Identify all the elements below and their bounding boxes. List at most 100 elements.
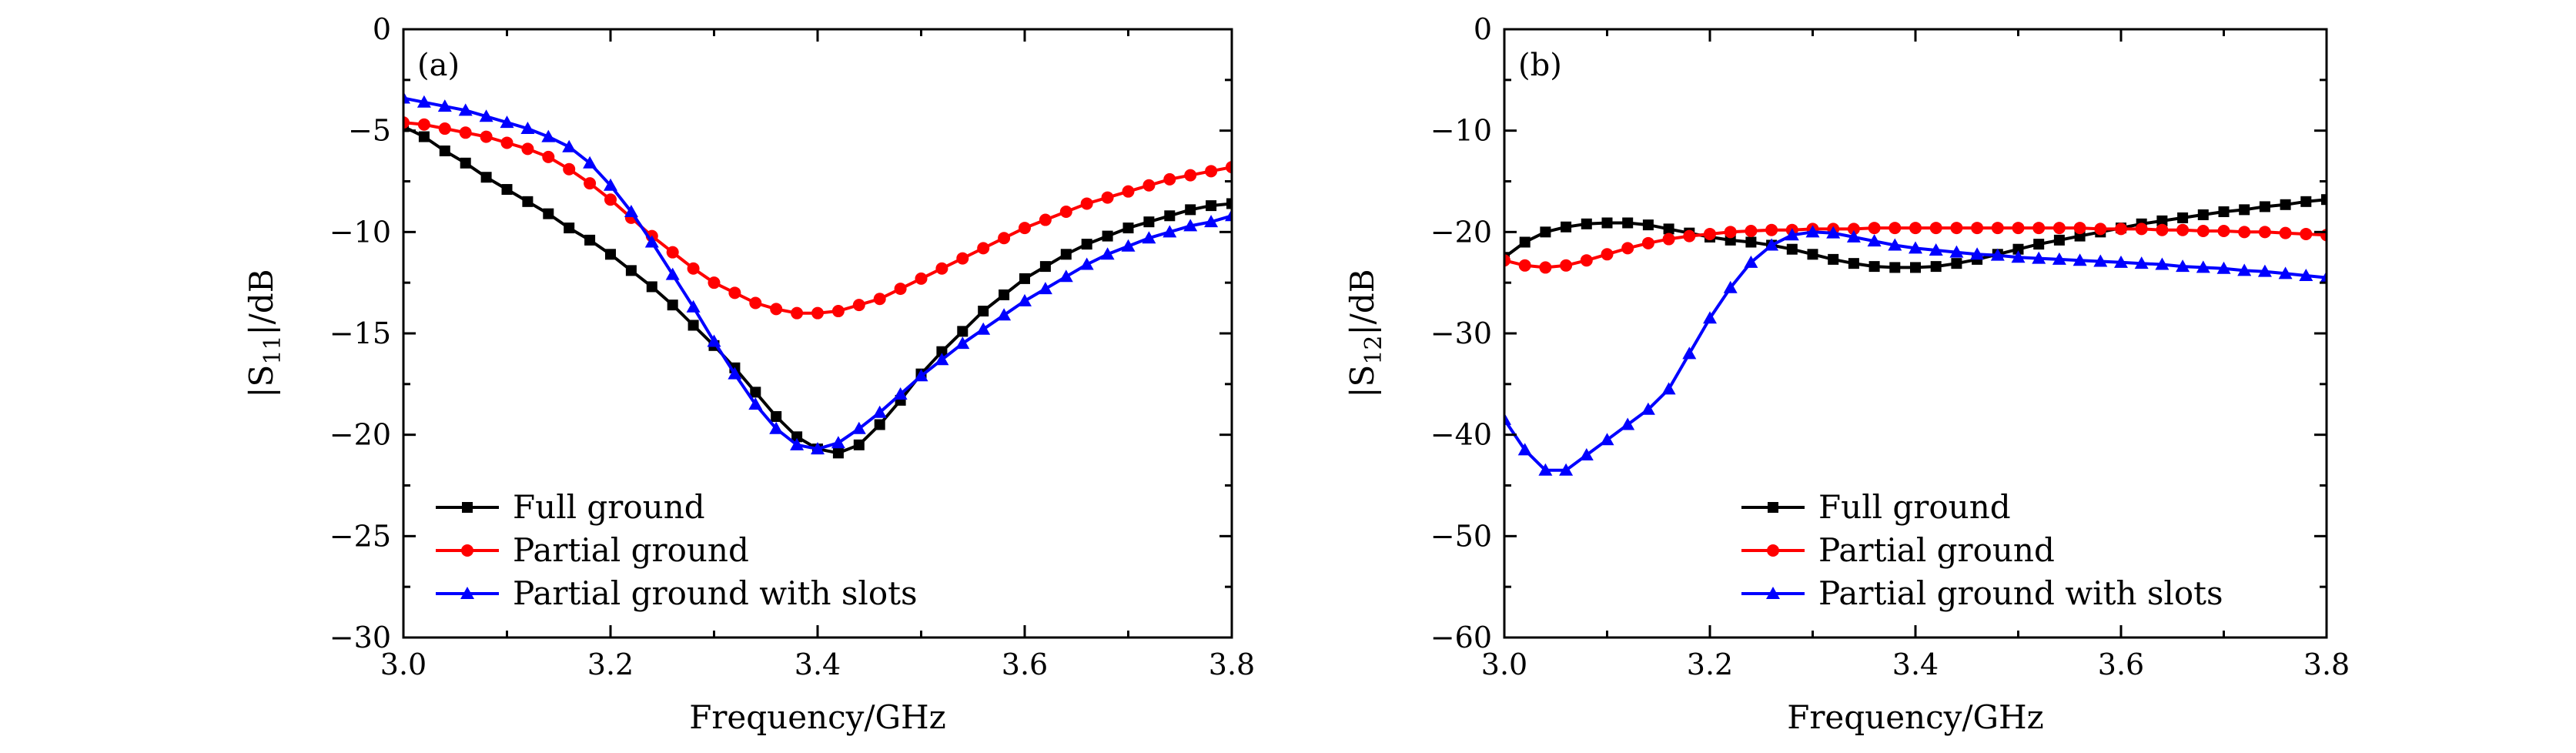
data-point bbox=[1122, 185, 1135, 198]
data-point bbox=[1517, 443, 1532, 456]
y-axis-label: |S12|/dB bbox=[1343, 269, 1387, 397]
y-tick-label: −10 bbox=[330, 215, 391, 249]
data-point bbox=[584, 177, 597, 190]
data-point bbox=[1164, 210, 1176, 222]
data-point bbox=[1559, 463, 1574, 476]
data-point bbox=[770, 303, 783, 316]
data-point bbox=[1889, 222, 1902, 235]
data-point bbox=[1991, 222, 2004, 235]
y-tick-label: −25 bbox=[330, 519, 391, 553]
data-point bbox=[914, 369, 928, 382]
x-tick-label: 3.6 bbox=[1002, 648, 1048, 681]
y-axis-label-sub: 12 bbox=[1360, 335, 1387, 364]
data-point bbox=[1868, 261, 1880, 273]
data-point bbox=[1226, 198, 1232, 209]
data-point bbox=[1561, 221, 1572, 233]
panel-b: 3.0 3.2 3.4 3.6 3.8 0 −10 −20 −30 −40 −50 −60 Freque… bbox=[1343, 12, 2350, 736]
data-point bbox=[542, 150, 555, 163]
panel-tag: (b) bbox=[1518, 48, 1562, 83]
data-point bbox=[1601, 217, 1613, 229]
data-point bbox=[2053, 234, 2065, 246]
data-point bbox=[500, 136, 514, 149]
data-point bbox=[459, 126, 472, 139]
x-tick-label: 3.8 bbox=[1209, 648, 1255, 681]
data-point bbox=[437, 99, 452, 112]
data-point bbox=[769, 421, 784, 434]
data-point bbox=[851, 421, 866, 434]
data-point bbox=[1930, 261, 1942, 273]
y-axis-label-base: |S bbox=[243, 365, 280, 398]
data-point bbox=[1019, 273, 1030, 284]
data-point bbox=[1205, 165, 1218, 178]
data-point bbox=[1949, 245, 1964, 258]
data-point bbox=[2156, 223, 2169, 236]
data-point bbox=[1909, 241, 1922, 254]
data-point bbox=[438, 122, 451, 136]
data-point bbox=[2156, 215, 2168, 226]
x-tick-label: 3.2 bbox=[1687, 648, 1733, 681]
data-point bbox=[1163, 225, 1177, 238]
data-point bbox=[604, 178, 617, 191]
data-point bbox=[997, 308, 1012, 321]
data-point bbox=[624, 205, 638, 217]
data-point bbox=[936, 346, 948, 357]
data-point bbox=[852, 299, 865, 312]
data-point bbox=[1642, 219, 1654, 231]
data-point bbox=[1560, 259, 1573, 272]
data-point bbox=[1745, 236, 1757, 248]
legend-marker bbox=[462, 502, 473, 513]
data-point bbox=[771, 410, 782, 422]
data-point bbox=[417, 95, 431, 108]
data-point bbox=[583, 156, 597, 169]
data-point bbox=[480, 130, 493, 143]
data-point bbox=[1142, 179, 1156, 192]
data-point bbox=[1204, 215, 1219, 228]
data-point bbox=[1910, 262, 1921, 273]
series-line bbox=[403, 125, 1232, 455]
y-tick-label: 0 bbox=[373, 12, 391, 46]
legend-marker bbox=[1767, 544, 1779, 557]
legend: Full ground Partial ground Partial ground … bbox=[436, 488, 918, 612]
data-point bbox=[1018, 293, 1032, 306]
panel-a: 3.0 3.2 3.4 3.6 3.8 0 −5 −10 −15 −20 −25 −30 Frequen… bbox=[243, 12, 1255, 736]
data-point bbox=[1950, 222, 1963, 235]
data-point bbox=[1909, 222, 1922, 235]
data-point bbox=[976, 322, 991, 335]
data-point bbox=[584, 234, 596, 246]
data-point bbox=[563, 162, 576, 176]
data-point bbox=[1079, 257, 1094, 270]
data-point bbox=[2299, 268, 2313, 281]
data-point bbox=[2134, 256, 2149, 269]
data-point bbox=[521, 142, 534, 156]
data-point bbox=[480, 172, 492, 183]
data-point bbox=[2239, 204, 2250, 216]
data-point bbox=[1059, 206, 1072, 218]
data-point bbox=[403, 91, 410, 104]
data-point bbox=[893, 387, 908, 400]
data-point bbox=[2196, 260, 2210, 273]
data-point bbox=[915, 272, 928, 285]
data-point bbox=[2257, 264, 2272, 277]
y-tick-label: −30 bbox=[1430, 316, 1492, 350]
data-point bbox=[2218, 206, 2230, 217]
data-point bbox=[873, 293, 886, 306]
data-point bbox=[790, 437, 805, 450]
data-point bbox=[1039, 213, 1052, 226]
data-point bbox=[1183, 219, 1198, 232]
data-point bbox=[1848, 258, 1859, 269]
data-point bbox=[1039, 261, 1051, 273]
data-point bbox=[458, 103, 473, 116]
legend-marker bbox=[1766, 587, 1780, 599]
legend-marker bbox=[461, 544, 473, 557]
data-point bbox=[1929, 222, 1942, 235]
data-point bbox=[520, 122, 535, 135]
data-point bbox=[1807, 249, 1818, 260]
data-point bbox=[1724, 226, 1737, 239]
series-partial-ground-with-slots bbox=[403, 91, 1232, 455]
data-point bbox=[2237, 263, 2252, 276]
data-point bbox=[894, 283, 907, 296]
data-point bbox=[728, 366, 742, 380]
data-point bbox=[1101, 191, 1114, 204]
data-point bbox=[1038, 282, 1052, 295]
